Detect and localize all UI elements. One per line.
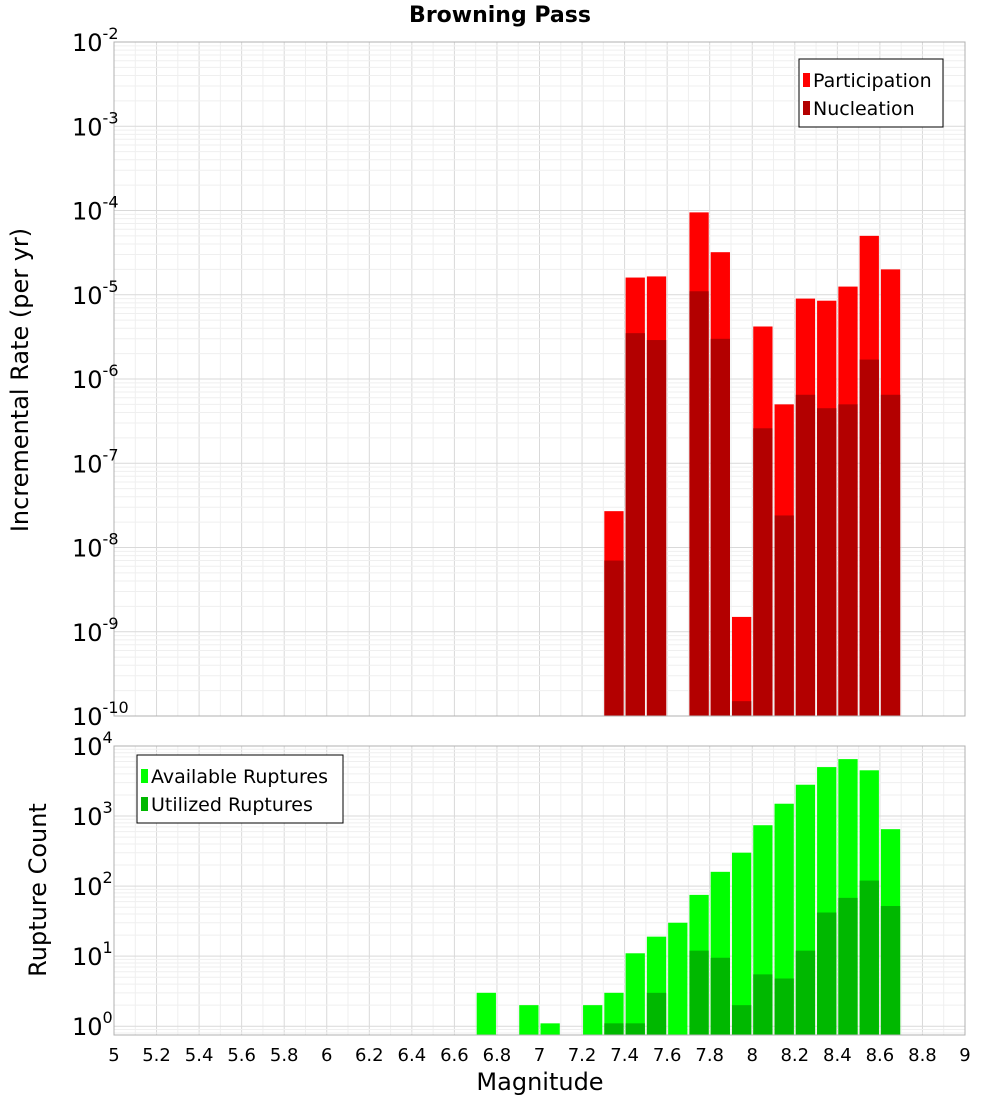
legend-entry: Participation [813,70,932,92]
legend-swatch [803,101,810,115]
y-tick-label: 10-8 [72,530,119,563]
legend-swatch [141,797,148,811]
bar-nucleation [625,333,645,716]
x-tick-label: 8 [747,1045,758,1066]
bar-utilized-ruptures [689,950,709,1035]
x-tick-label: 6.6 [440,1045,469,1066]
legend-entry: Available Ruptures [151,766,328,788]
bottom-plot-frame [113,745,966,1036]
chart-title: Browning Pass [409,3,591,28]
bar-nucleation [689,291,709,716]
bar-nucleation [838,404,858,716]
x-axis-label: Magnitude [476,1068,603,1096]
x-tick-label: 5.4 [185,1045,214,1066]
bar-nucleation [731,701,752,716]
bar-utilized-ruptures [838,897,858,1035]
top-y-tick-labels: 10-2 10-3 10-4 10-5 10-6 10-7 10-8 10-9 10-10 [72,24,129,731]
bar-utilized-ruptures [710,957,730,1035]
bottom-y-tick-labels: 104 103 102 101 100 [72,728,113,1041]
y-tick-label: 10-4 [72,193,119,226]
y-tick-label: 100 [72,1008,113,1041]
x-tick-label: 6.4 [398,1045,427,1066]
bar-nucleation [880,394,901,716]
bar-available-ruptures [583,1005,603,1035]
y-tick-label: 10-6 [72,361,119,394]
x-tick-label: 7 [534,1045,545,1066]
bar-nucleation [710,338,730,716]
x-tick-label: 8.2 [780,1045,809,1066]
legend-entry: Nucleation [813,98,915,120]
bar-utilized-ruptures [753,974,773,1035]
bar-utilized-ruptures [604,1023,624,1035]
top-plot-gridlines [113,42,966,717]
y-tick-label: 101 [72,938,113,971]
y-tick-label: 10-7 [72,445,119,478]
bar-nucleation [604,560,624,716]
bar-nucleation [753,428,773,716]
bar-nucleation [646,340,667,716]
bottom-legend: Available Ruptures Utilized Ruptures [136,754,344,824]
bar-nucleation [774,515,794,716]
legend-swatch [803,73,810,87]
bar-available-ruptures [668,922,688,1035]
x-tick-label: 7.2 [568,1045,597,1066]
y-tick-label: 103 [72,798,113,831]
bar-available-ruptures [731,852,752,1035]
x-tick-label: 6 [321,1045,332,1066]
y-tick-label: 10-9 [72,614,119,647]
x-tick-label: 8.8 [908,1045,937,1066]
bar-utilized-ruptures [646,992,667,1035]
y-tick-label: 102 [72,868,113,901]
bar-available-ruptures [519,1005,539,1035]
x-tick-label: 5.8 [270,1045,299,1066]
bar-utilized-ruptures [795,950,816,1035]
y-tick-label: 104 [72,728,113,761]
x-tick-label: 8.6 [866,1045,895,1066]
x-tick-label: 7.4 [610,1045,639,1066]
legend-box [798,58,944,128]
bar-utilized-ruptures [817,912,837,1035]
y-tick-label: 10-3 [72,108,119,141]
bar-utilized-ruptures [625,1023,645,1035]
legend-swatch [141,769,148,783]
y-tick-label: 10-2 [72,24,119,57]
top-plot-bars [604,212,901,717]
bar-nucleation [795,394,816,716]
x-tick-label: 9 [959,1045,970,1066]
x-tick-label: 6.8 [483,1045,512,1066]
x-tick-label: 8.4 [823,1045,852,1066]
bottom-y-axis-label: Rupture Count [24,803,52,977]
bar-utilized-ruptures [731,1005,752,1035]
top-y-axis-label: Incremental Rate (per yr) [6,228,34,532]
x-tick-label: 5 [108,1045,119,1066]
bar-participation [731,616,752,716]
bar-nucleation [817,408,837,716]
y-tick-label: 10-5 [72,277,119,310]
top-legend: Participation Nucleation [798,58,944,128]
x-tick-label: 6.2 [355,1045,384,1066]
legend-entry: Utilized Ruptures [151,794,313,816]
y-tick-label: 10-10 [72,698,129,731]
x-tick-label: 7.8 [695,1045,724,1066]
bar-nucleation [859,359,879,716]
x-tick-labels: 5 5.2 5.4 5.6 5.8 6 6.2 6.4 6.6 6.8 7 7.2 7.4 7.6 7.8 8… [108,1045,970,1066]
top-plot-frame [113,41,966,717]
bar-available-ruptures [540,1023,560,1035]
x-tick-label: 5.6 [227,1045,256,1066]
bar-available-ruptures [476,992,496,1035]
bar-utilized-ruptures [859,880,879,1035]
bottom-plot-bars [476,759,901,1035]
bar-available-ruptures [774,803,794,1035]
bar-utilized-ruptures [774,978,794,1035]
x-tick-label: 7.6 [653,1045,682,1066]
x-tick-label: 5.2 [142,1045,171,1066]
legend-box [136,754,344,824]
bar-utilized-ruptures [880,906,901,1035]
bar-available-ruptures [625,953,645,1035]
